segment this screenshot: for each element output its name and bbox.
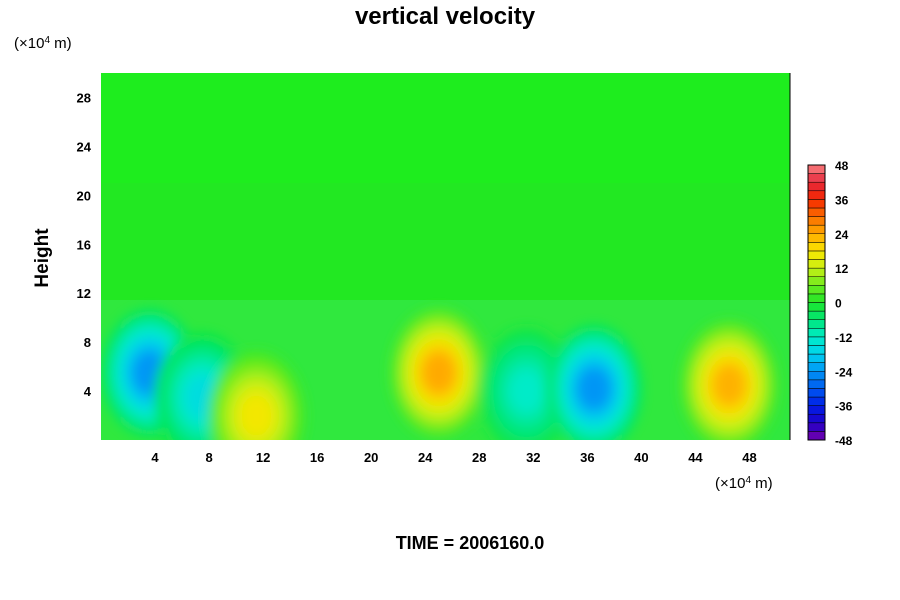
- colorbar-swatch: [807, 336, 826, 346]
- plot-area: [101, 73, 790, 440]
- y-tick-label: 12: [77, 286, 91, 301]
- y-tick-label: 16: [77, 237, 91, 252]
- upper-band: [101, 73, 790, 183]
- time-label: TIME = 2006160.0: [396, 533, 545, 553]
- colorbar-tick-labels: 48 36 24 12 0 -12 -24 -36 -48: [835, 159, 853, 448]
- colorbar-swatch: [807, 285, 826, 295]
- colorbar-tick-label: -36: [835, 400, 853, 414]
- colorbar-swatch: [807, 233, 826, 243]
- x-tick-label: 40: [634, 450, 648, 465]
- colorbar-swatch: [807, 319, 826, 329]
- colorbar-swatch: [807, 259, 826, 269]
- cell-4-ring-1: [510, 370, 543, 412]
- x-tick-label: 16: [310, 450, 324, 465]
- y-tick-labels: 4 8 12 16 20 24 28: [77, 90, 92, 399]
- colorbar-tick-label: 36: [835, 193, 849, 207]
- colorbar-swatch: [807, 396, 826, 406]
- x-tick-label: 44: [688, 450, 703, 465]
- cell-2-ring-1: [240, 394, 273, 437]
- colorbar: [807, 164, 826, 441]
- colorbar-swatch: [807, 388, 826, 398]
- x-tick-labels: 4 8 12 16 20 24 28 32 36 40 44 48: [151, 450, 756, 465]
- colorbar-swatch: [807, 190, 826, 200]
- colorbar-tick-label: -12: [835, 331, 853, 345]
- colorbar-tick-label: 12: [835, 262, 849, 276]
- colorbar-tick-label: 0: [835, 297, 842, 311]
- colorbar-tick-label: 24: [835, 228, 849, 242]
- colorbar-swatch: [807, 371, 826, 381]
- colorbar-swatch: [807, 431, 826, 441]
- colorbar-swatch: [807, 267, 826, 277]
- colorbar-swatch: [807, 405, 826, 415]
- colorbar-swatch: [807, 353, 826, 363]
- colorbar-swatch: [807, 242, 826, 252]
- colorbar-swatch: [807, 164, 826, 174]
- colorbar-swatch: [807, 173, 826, 183]
- cell-5-ring-1: [577, 367, 611, 410]
- y-tick-label: 20: [77, 188, 91, 203]
- cell-3-ring-1: [422, 352, 456, 394]
- cell-layer: [101, 308, 778, 440]
- colorbar-swatch: [807, 199, 826, 209]
- colorbar-tick-label: -24: [835, 365, 853, 379]
- colorbar-swatch: [807, 207, 826, 217]
- colorbar-swatch: [807, 293, 826, 303]
- x-tick-label: 48: [742, 450, 756, 465]
- colorbar-tick-label: -48: [835, 434, 853, 448]
- x-tick-label: 20: [364, 450, 378, 465]
- y-tick-label: 8: [84, 335, 91, 350]
- x-tick-label: 28: [472, 450, 486, 465]
- y-tick-label: 28: [77, 90, 91, 105]
- x-tick-label: 8: [205, 450, 212, 465]
- x-tick-label: 4: [151, 450, 159, 465]
- colorbar-swatch: [807, 328, 826, 338]
- x-tick-label: 24: [418, 450, 433, 465]
- y-tick-label: 24: [77, 139, 92, 154]
- colorbar-tick-label: 48: [835, 159, 849, 173]
- colorbar-swatch: [807, 216, 826, 226]
- x-tick-label: 32: [526, 450, 540, 465]
- colorbar-frame: [807, 164, 826, 441]
- x-tick-label: 12: [256, 450, 270, 465]
- chart-title: vertical velocity: [355, 3, 536, 30]
- colorbar-swatch: [807, 224, 826, 234]
- colorbar-swatch: [807, 379, 826, 389]
- y-unit-label: (×104 m): [14, 35, 72, 53]
- colorbar-swatch: [807, 276, 826, 286]
- cell-6-ring-1: [712, 364, 746, 406]
- x-unit-label: (×104 m): [715, 475, 773, 493]
- colorbar-swatch: [807, 362, 826, 372]
- colorbar-swatch: [807, 310, 826, 320]
- colorbar-swatch: [807, 345, 826, 355]
- colorbar-swatch: [807, 250, 826, 260]
- colorbar-swatch: [807, 422, 826, 432]
- y-axis-label: Height: [32, 228, 53, 288]
- colorbar-swatch: [807, 302, 826, 312]
- x-tick-label: 36: [580, 450, 594, 465]
- colorbar-swatch: [807, 413, 826, 424]
- colorbar-swatch: [807, 181, 826, 192]
- y-tick-label: 4: [84, 384, 92, 399]
